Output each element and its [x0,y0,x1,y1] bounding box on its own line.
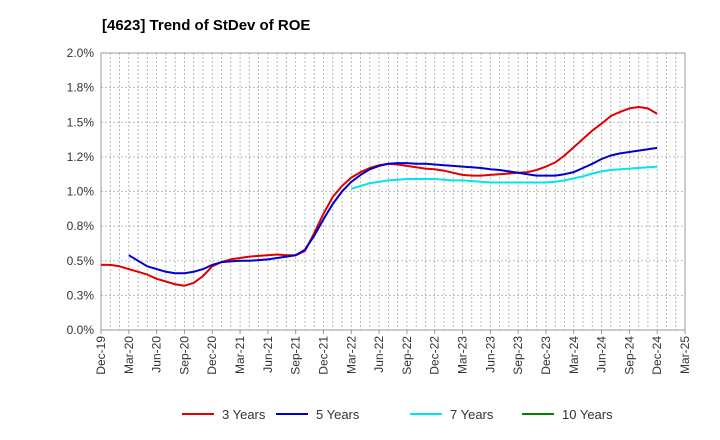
x-tick-label: Mar-22 [344,336,358,374]
grid [100,52,686,331]
x-tick-label: Jun-22 [372,336,386,373]
x-tick-label: Mar-24 [567,336,581,374]
y-tick-label: 1.5% [67,115,95,129]
x-tick-label: Dec-20 [205,336,219,375]
y-tick-label: 1.2% [67,150,95,164]
legend-label: 5 Years [316,407,360,422]
x-tick-label: Jun-24 [595,336,609,373]
x-tick-label: Sep-22 [400,336,414,375]
x-tick-label: Dec-22 [428,336,442,375]
x-tick-label: Dec-23 [539,336,553,375]
x-tick-label: Sep-24 [622,336,636,375]
series-line-7-years [351,165,658,190]
x-tick-label: Mar-20 [122,336,136,374]
series-line-5-years [128,146,658,275]
legend-label: 10 Years [562,407,613,422]
x-tick-label: Mar-23 [456,336,470,374]
x-tick-label: Mar-25 [678,336,692,374]
x-tick-label: Dec-19 [94,336,108,375]
x-tick-label: Sep-21 [289,336,303,375]
legend-label: 3 Years [222,407,266,422]
y-tick-label: 1.0% [67,185,95,199]
x-tick-label: Dec-24 [650,336,664,375]
x-tick-label: Jun-23 [483,336,497,373]
x-tick-label: Jun-21 [261,336,275,373]
chart-title: [4623] Trend of StDev of ROE [102,17,310,34]
y-tick-label: 0.0% [67,323,95,337]
y-tick-label: 0.5% [67,254,95,268]
y-tick-label: 1.8% [67,81,95,95]
axes: 0.0% 0.3% 0.5% 0.8% 1.0% 1.2% 1.5% 1.8% 2.0% Dec-… [67,46,692,375]
x-tick-label: Sep-20 [177,336,191,375]
x-tick-label: Sep-23 [511,336,525,375]
x-tick-label: Jun-20 [150,336,164,373]
x-tick-label: Mar-21 [233,336,247,374]
x-tick-label: Dec-21 [316,336,330,375]
legend-label: 7 Years [450,407,494,422]
series [101,106,658,287]
plot-border [100,52,686,331]
y-tick-label: 0.3% [67,288,95,302]
y-tick-label: 2.0% [67,46,95,60]
legend: 3 Years 5 Years 7 Years 10 Years [182,407,613,422]
y-tick-label: 0.8% [67,219,95,233]
